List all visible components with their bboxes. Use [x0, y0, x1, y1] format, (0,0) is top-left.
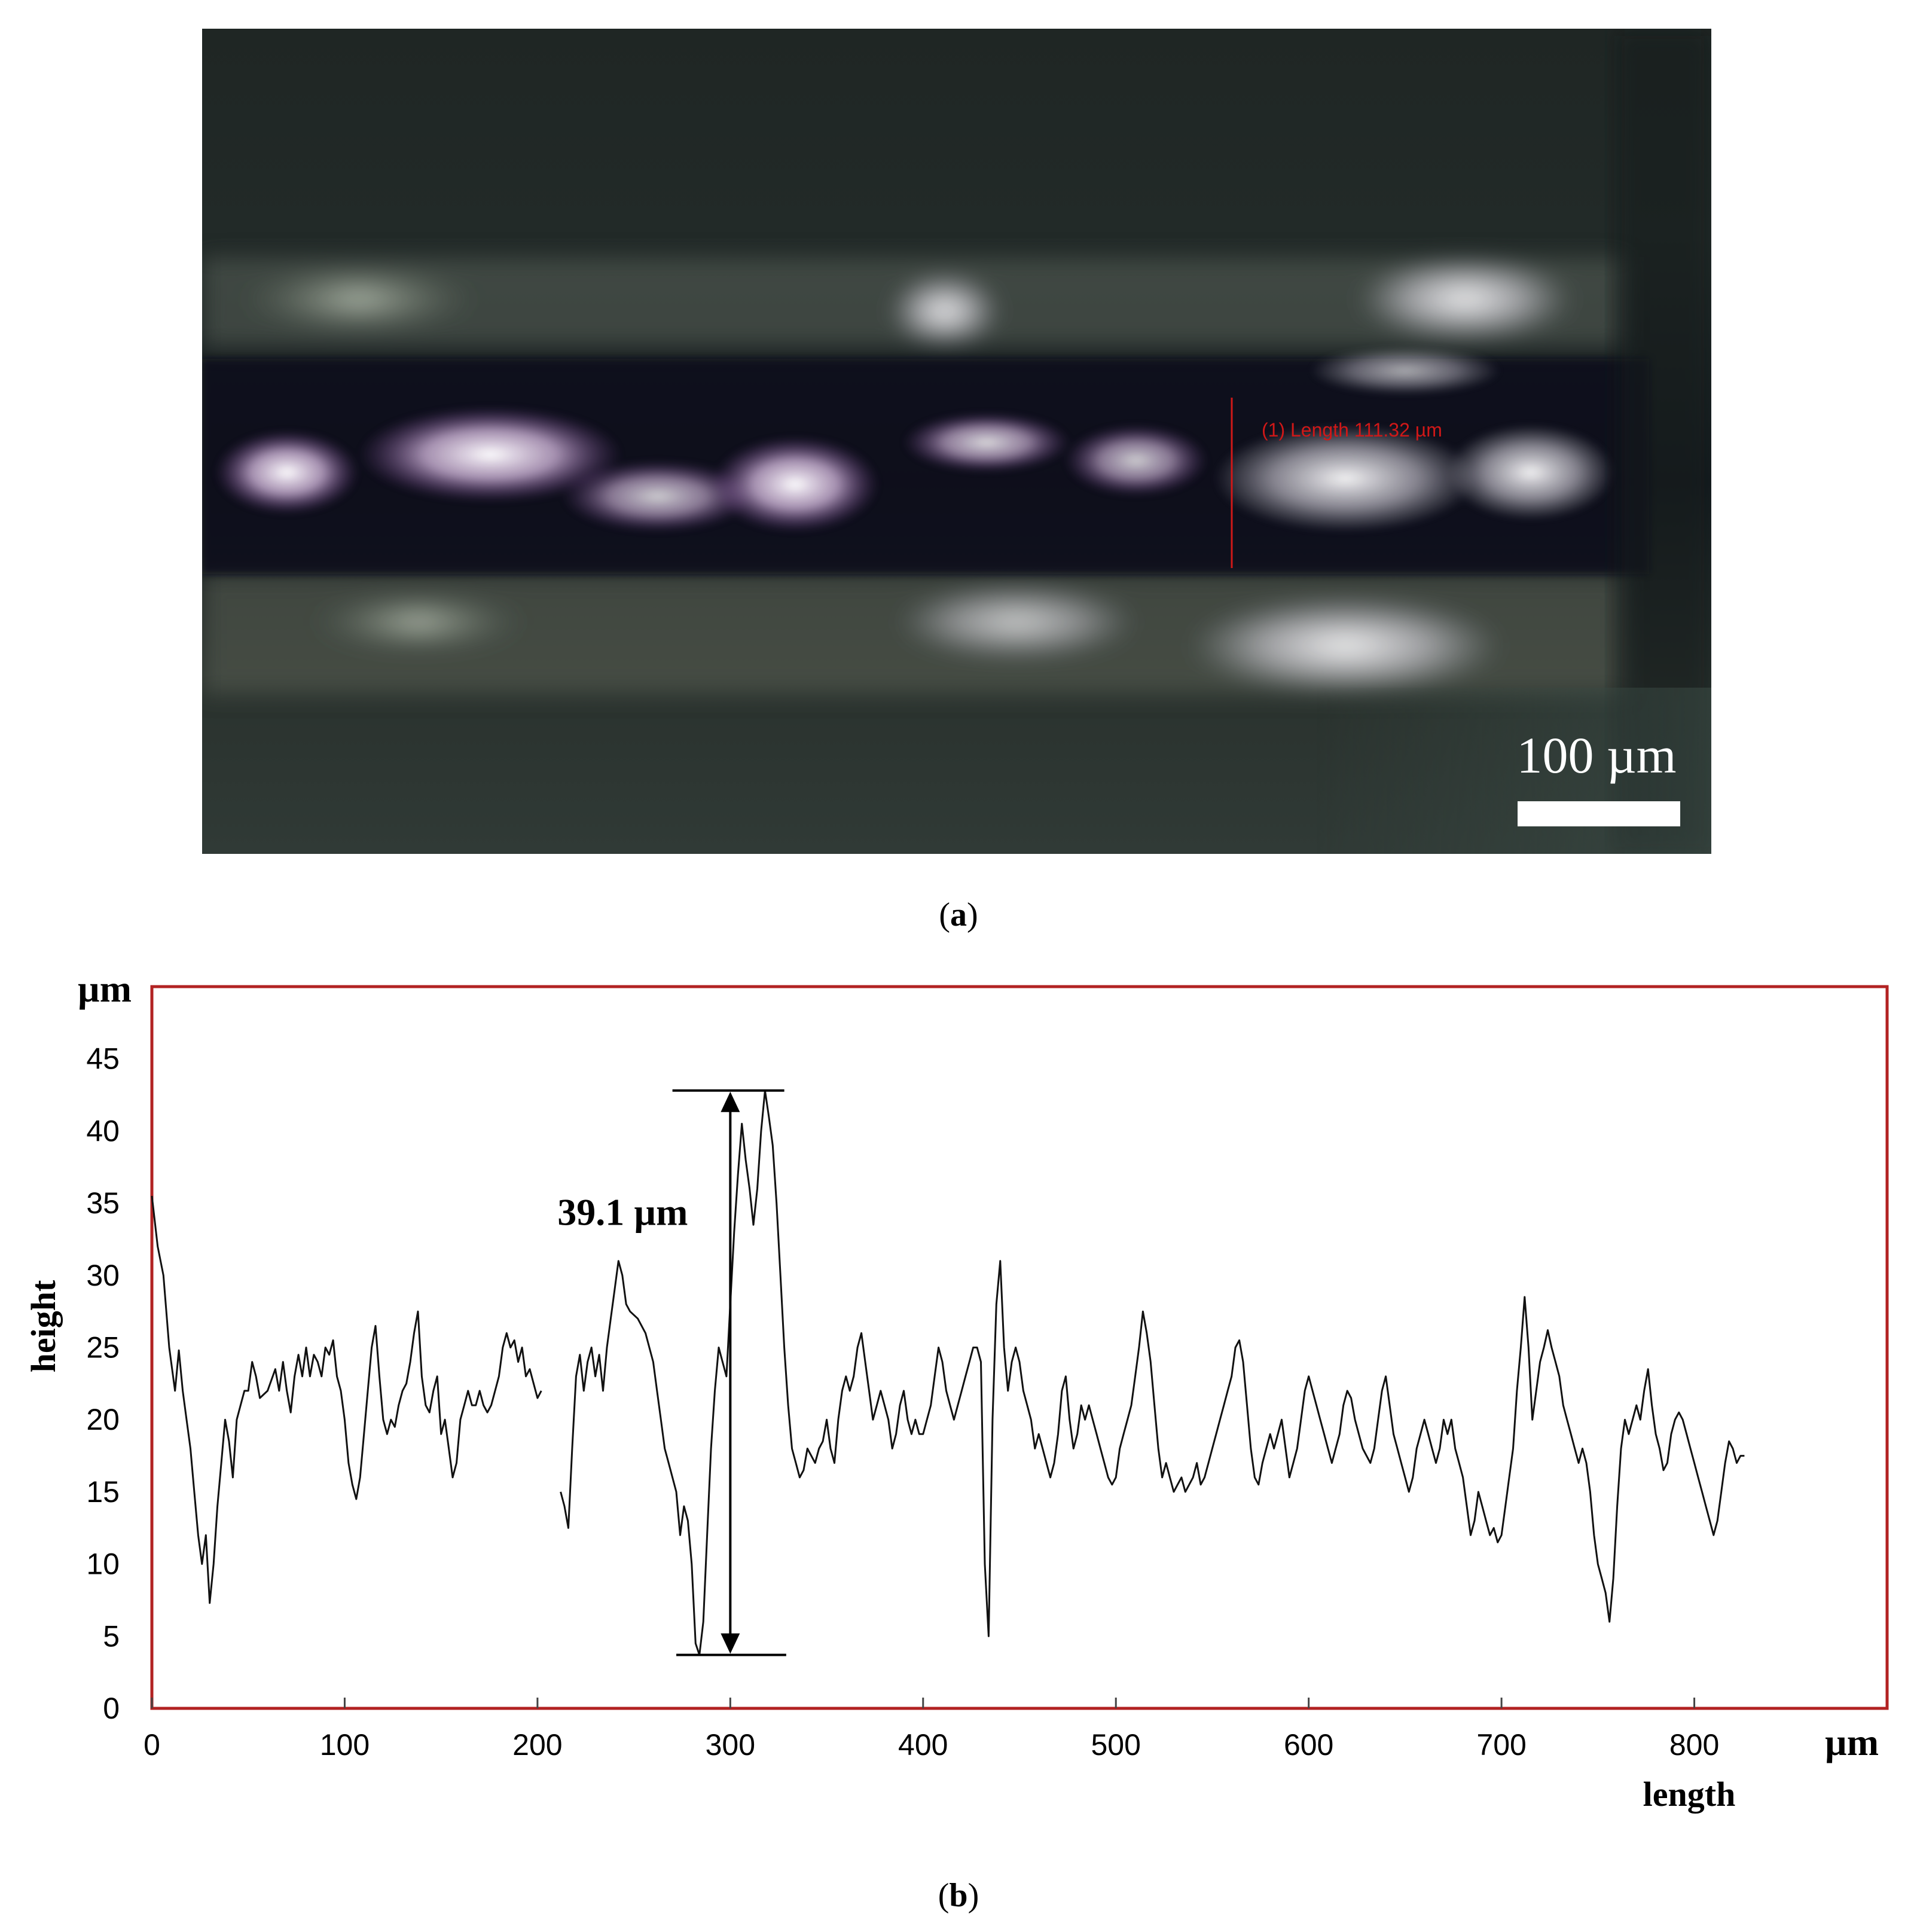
y-tick-label: 35 [86, 1186, 120, 1220]
y-tick-label: 0 [103, 1692, 120, 1725]
x-unit-label: µm [1825, 1721, 1879, 1763]
scale-bar-label: 100 µm [1517, 727, 1677, 784]
profile-line [151, 1195, 542, 1604]
micrograph: (1) Length 111.32 µm 100 µm [202, 29, 1711, 854]
x-tick-label: 200 [512, 1728, 562, 1762]
y-tick-label: 15 [86, 1475, 120, 1509]
caption-a: (a) [939, 896, 978, 933]
x-tick-label: 600 [1284, 1728, 1333, 1762]
caption-b: (b) [938, 1877, 979, 1914]
y-axis-label: height [24, 1280, 63, 1372]
profile-series [151, 1089, 1745, 1656]
x-tick-label: 500 [1091, 1728, 1141, 1762]
y-tick-label: 10 [86, 1548, 120, 1581]
x-tick-label: 800 [1669, 1728, 1719, 1762]
y-tick-label: 30 [86, 1259, 120, 1292]
plot-frame [150, 985, 1889, 1710]
caption-b-letter: b [949, 1877, 967, 1914]
arrow-up-icon [721, 1091, 740, 1112]
y-tick-label: 25 [86, 1331, 120, 1365]
caption-a-letter: a [950, 896, 967, 933]
y-tick-label: 40 [86, 1114, 120, 1147]
x-tick-label: 700 [1476, 1728, 1526, 1762]
y-tick-label: 5 [103, 1619, 120, 1653]
profile-chart: 0 5 10 15 20 25 30 35 40 45 0 100 200 300 400 500 600 70… [24, 967, 1889, 1814]
y-tick-label: 45 [86, 1042, 120, 1076]
x-axis-label: length [1643, 1775, 1736, 1814]
measure-label: (1) Length 111.32 µm [1262, 419, 1442, 441]
x-tick-label: 300 [706, 1728, 755, 1762]
annotation: 39.1 µm [557, 1089, 786, 1656]
arrow-down-icon [721, 1633, 740, 1654]
x-tick-label: 400 [898, 1728, 948, 1762]
profile-line [560, 1089, 1745, 1656]
x-tick-label: 0 [144, 1728, 160, 1762]
y-axis-ticks: 0 5 10 15 20 25 30 35 40 45 [86, 1042, 120, 1725]
annotation-label: 39.1 µm [557, 1191, 688, 1233]
y-tick-label: 20 [86, 1403, 120, 1436]
scale-bar [1518, 801, 1680, 826]
y-unit-label: µm [78, 967, 132, 1010]
x-axis-ticks: 0 100 200 300 400 500 600 700 800 [144, 1698, 1719, 1762]
x-tick-label: 100 [320, 1728, 370, 1762]
